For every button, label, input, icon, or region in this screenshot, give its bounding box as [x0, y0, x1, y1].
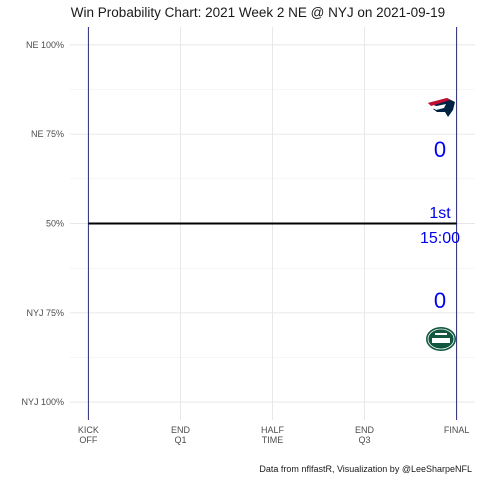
chart-title: Win Probability Chart: 2021 Week 2 NE @ … — [71, 5, 445, 20]
y-tick-label: NYJ 100% — [21, 397, 64, 407]
x-tick-label: END Q3 — [355, 425, 375, 445]
chart-caption: Data from nflfastR, Visualization by @Le… — [259, 464, 472, 474]
x-tick-label: END Q1 — [171, 425, 191, 445]
y-tick-label: 50% — [46, 219, 64, 229]
x-tick-label: HALF TIME — [261, 425, 285, 445]
nyj-logo — [426, 327, 456, 351]
x-tick-labels: KICK OFF END Q1 HALF TIME END Q3 FINAL — [78, 425, 469, 445]
y-tick-labels: NE 100% NE 75% 50% NYJ 75% NYJ 100% — [21, 40, 64, 407]
score-panel: 0 1st 15:00 0 — [420, 98, 460, 351]
away-score: 0 — [434, 137, 446, 162]
y-tick-label: NYJ 75% — [26, 308, 64, 318]
x-tick-label: KICK OFF — [78, 425, 99, 445]
ne-logo — [428, 98, 455, 117]
game-clock: 15:00 — [420, 230, 460, 247]
y-tick-label: NE 100% — [26, 40, 64, 50]
y-tick-label: NE 75% — [31, 129, 64, 139]
quarter-label: 1st — [429, 205, 451, 222]
home-score: 0 — [434, 288, 446, 313]
x-tick-label: FINAL — [444, 425, 470, 435]
